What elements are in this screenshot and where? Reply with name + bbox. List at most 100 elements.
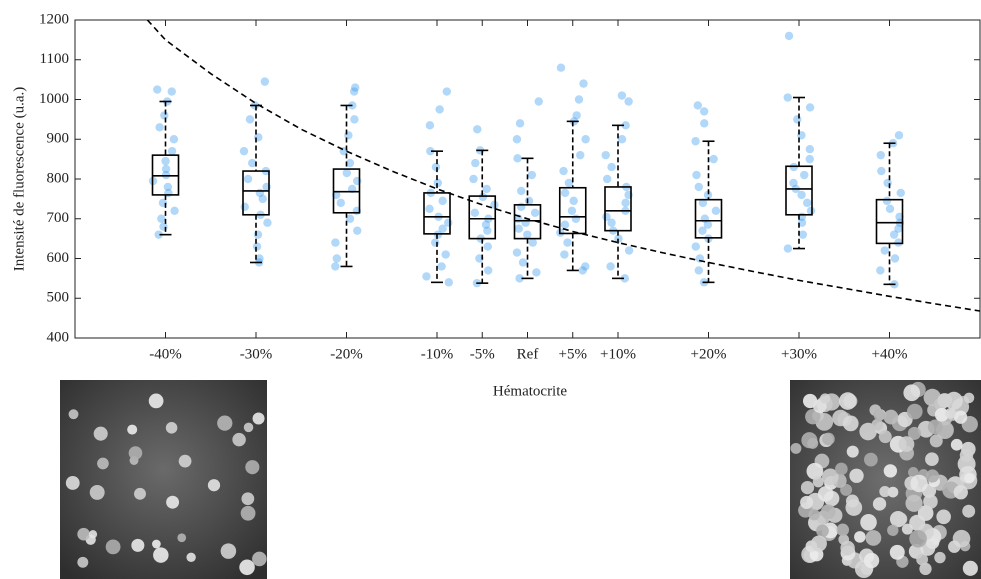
data-point: [517, 186, 526, 196]
x-tick-label: -30%: [240, 346, 273, 362]
cell: [166, 495, 180, 509]
cell: [808, 508, 820, 521]
data-point: [528, 238, 537, 247]
cell: [93, 426, 108, 441]
cell: [243, 422, 254, 433]
data-point: [894, 224, 903, 233]
data-point: [534, 97, 543, 106]
cell: [840, 483, 853, 496]
data-point: [560, 188, 570, 198]
cell: [817, 486, 834, 502]
cell: [186, 552, 196, 563]
data-point: [560, 250, 569, 259]
data-point: [603, 174, 612, 184]
cell: [959, 448, 974, 462]
data-point: [331, 262, 340, 271]
data-point: [349, 87, 359, 96]
data-point: [793, 115, 802, 124]
cell: [89, 484, 105, 500]
data-point: [614, 234, 623, 243]
data-point: [601, 150, 610, 160]
cell: [822, 432, 835, 446]
y-tick-label: 1100: [40, 51, 69, 67]
cell: [854, 531, 866, 543]
box: [875, 198, 904, 245]
data-point: [345, 214, 355, 223]
data-point: [154, 230, 163, 239]
data-point: [691, 242, 700, 251]
data-point: [527, 170, 537, 180]
data-point: [581, 262, 590, 271]
data-point: [805, 103, 815, 112]
cell: [905, 494, 923, 512]
cell: [232, 432, 246, 447]
data-point: [253, 230, 263, 239]
data-point: [512, 135, 522, 144]
data-point: [579, 79, 588, 88]
cell: [790, 442, 802, 454]
cell: [919, 562, 932, 575]
cell: [128, 446, 143, 460]
cell: [934, 551, 946, 564]
cell: [925, 452, 939, 467]
data-point: [698, 198, 708, 208]
data-point: [157, 214, 166, 223]
box: [468, 195, 497, 240]
cell: [240, 505, 256, 521]
x-tick-label: +20%: [691, 346, 727, 362]
y-tick-label: 900: [47, 131, 70, 147]
cell: [241, 492, 255, 506]
data-point: [883, 178, 892, 188]
cell: [152, 539, 161, 549]
cell: [894, 512, 908, 526]
data-point: [567, 206, 577, 215]
data-point: [563, 238, 572, 247]
data-point: [153, 85, 162, 94]
cell: [97, 457, 109, 470]
box: [242, 170, 270, 216]
data-point: [433, 178, 443, 188]
data-point: [789, 178, 798, 188]
x-tick-label: -10%: [421, 346, 454, 362]
data-point: [332, 254, 342, 263]
cell: [929, 434, 943, 448]
plot-area: [146, 20, 980, 312]
cell: [77, 527, 90, 541]
data-point: [483, 226, 492, 235]
cell: [934, 407, 949, 422]
data-point: [252, 242, 262, 251]
data-point: [345, 158, 355, 168]
data-point: [515, 119, 525, 128]
cell: [937, 393, 952, 408]
data-point: [438, 224, 447, 233]
cell: [220, 543, 237, 559]
x-tick-label: Ref: [517, 346, 539, 362]
data-point: [532, 268, 541, 277]
cell: [819, 393, 831, 404]
data-point: [518, 258, 528, 267]
data-point: [890, 254, 900, 263]
cell: [964, 473, 975, 484]
cell: [860, 514, 877, 531]
data-point: [607, 162, 616, 172]
x-tick-label: -20%: [330, 346, 363, 362]
cell: [245, 460, 260, 475]
cell: [806, 462, 824, 480]
cell: [865, 530, 882, 546]
box: [694, 198, 723, 239]
cell: [134, 487, 146, 500]
data-point: [263, 218, 272, 227]
cell: [816, 524, 829, 538]
data-point: [422, 272, 431, 281]
data-point: [161, 164, 171, 174]
data-point: [581, 135, 590, 144]
cell: [800, 495, 814, 509]
data-point: [877, 166, 886, 176]
data-point: [607, 218, 616, 227]
data-point: [530, 208, 540, 217]
data-point: [694, 266, 703, 275]
data-point: [484, 266, 493, 275]
cell: [807, 437, 819, 449]
data-point: [569, 196, 578, 206]
cell: [887, 486, 899, 498]
